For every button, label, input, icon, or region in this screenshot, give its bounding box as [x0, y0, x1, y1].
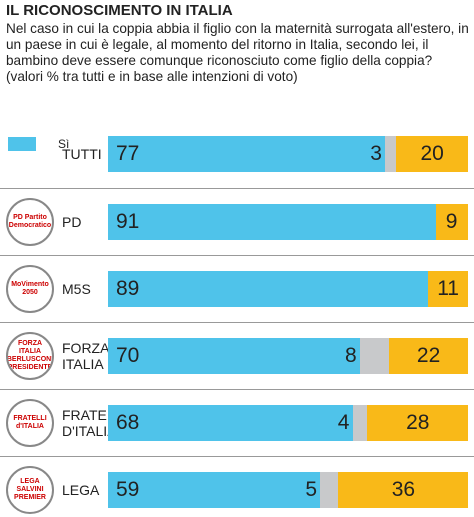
value-label: 4: [337, 411, 350, 434]
category-label: PD: [62, 214, 82, 230]
value-label: 22: [416, 344, 441, 367]
value-label: 3: [370, 142, 382, 165]
value-label: 70: [116, 344, 140, 367]
legend-label: Sì: [58, 137, 70, 151]
bar-segment: [396, 136, 468, 172]
party-logo: PD Partito Democratico: [6, 198, 54, 246]
value-label: 36: [391, 478, 416, 501]
party-logo: MoVimento 2050: [6, 265, 54, 313]
bar-segment: [367, 405, 468, 441]
party-logo: LEGA SALVINI PREMIER: [6, 466, 54, 514]
bar-segment: [320, 472, 339, 508]
row-separator: [0, 255, 474, 256]
bar-segment: [428, 271, 468, 307]
chart-subtitle: Nel caso in cui la coppia abbia il figli…: [6, 21, 469, 84]
bar-segment: [108, 271, 429, 307]
bar-segment: [352, 405, 368, 441]
bar-segment: [360, 338, 389, 374]
chart-title: IL RICONOSCIMENTO IN ITALIA: [6, 2, 233, 19]
bar-segment: [108, 136, 386, 172]
bar-segment: [388, 338, 468, 374]
value-label: 91: [116, 210, 140, 233]
row-separator: [0, 389, 474, 390]
bar-segment: [108, 472, 321, 508]
party-logo: FORZA ITALIA BERLUSCONI PRESIDENTE: [6, 332, 54, 380]
row-separator: [0, 188, 474, 189]
value-label: 77: [116, 142, 140, 165]
value-label: 59: [116, 478, 140, 501]
row-separator: [0, 322, 474, 323]
category-label: FORZA ITALIA: [62, 340, 109, 372]
value-label: 8: [345, 344, 357, 367]
category-label: LEGA: [62, 482, 100, 498]
party-logo: FRATELLI d'ITALIA: [6, 399, 54, 447]
bar-segment: [338, 472, 468, 508]
value-label: 28: [406, 411, 430, 434]
value-label: 11: [437, 277, 459, 300]
bar-segment: [385, 136, 396, 172]
value-label: 89: [116, 277, 140, 300]
legend-swatch: [8, 137, 36, 151]
bar-segment: [108, 338, 360, 374]
value-label: 68: [116, 411, 140, 434]
category-label: TUTTI: [62, 146, 102, 162]
bar-segment: [435, 204, 468, 240]
bar-segment: [108, 405, 353, 441]
bar-segment: [108, 204, 436, 240]
value-label: 9: [445, 210, 458, 233]
value-label: 20: [420, 142, 444, 165]
category-label: M5S: [62, 281, 91, 297]
row-separator: [0, 456, 474, 457]
value-label: 5: [305, 478, 318, 501]
